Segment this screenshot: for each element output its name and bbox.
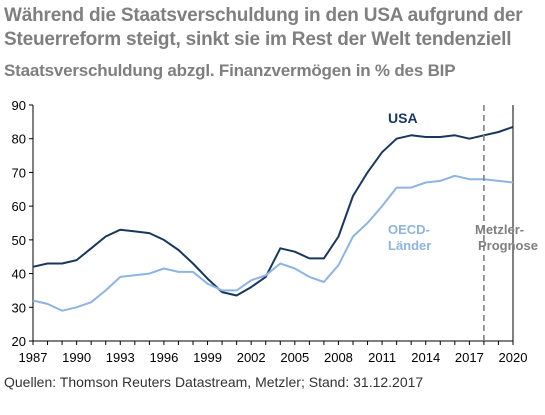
x-tick-label: 2008	[324, 350, 353, 365]
series-oecd-line	[32, 174, 514, 312]
y-tick-label: 60	[12, 199, 26, 214]
x-tick-label: 2020	[499, 350, 528, 365]
chart-annotations: USA OECD-Länder Metzler-Prognose	[388, 105, 538, 341]
x-tick-label: 2002	[237, 350, 266, 365]
x-tick-label: 2014	[411, 350, 440, 365]
y-tick-label: 80	[12, 132, 26, 147]
x-tick-label: 1987	[19, 350, 48, 365]
x-tick-label: 1993	[106, 350, 135, 365]
prognose-label-line1: Metzler-	[475, 222, 524, 237]
chart-axes: 20 30 40 50 60 70 80 90 1987 1990 1993 1996 1999 2002…	[12, 98, 528, 365]
series-usa-line	[32, 125, 514, 297]
x-tick-label: 1999	[193, 350, 222, 365]
prognose-label-line2: Prognose	[478, 238, 538, 253]
series-label-oecd-line2: Länder	[388, 238, 431, 253]
x-tick-label: 1990	[62, 350, 91, 365]
y-tick-label: 20	[12, 334, 26, 349]
series-label-usa: USA	[388, 110, 418, 126]
y-tick-label: 30	[12, 300, 26, 315]
chart-series	[32, 125, 514, 312]
y-tick-label: 40	[12, 267, 26, 282]
y-tick-label: 70	[12, 165, 26, 180]
x-tick-label: 2005	[280, 350, 309, 365]
y-tick-label: 50	[12, 233, 26, 248]
series-label-oecd-line1: OECD-	[388, 222, 430, 237]
chart-subtitle: Staatsverschuldung abzgl. Finanzvermögen…	[4, 61, 456, 80]
chart-title: Während die Staatsverschuldung in den US…	[4, 5, 523, 50]
x-tick-label: 2011	[368, 350, 396, 365]
x-tick-label: 1996	[149, 350, 178, 365]
x-tick-label: 2017	[455, 350, 484, 365]
source-note: Quellen: Thomson Reuters Datastream, Met…	[4, 374, 424, 390]
y-tick-label: 90	[12, 98, 26, 113]
